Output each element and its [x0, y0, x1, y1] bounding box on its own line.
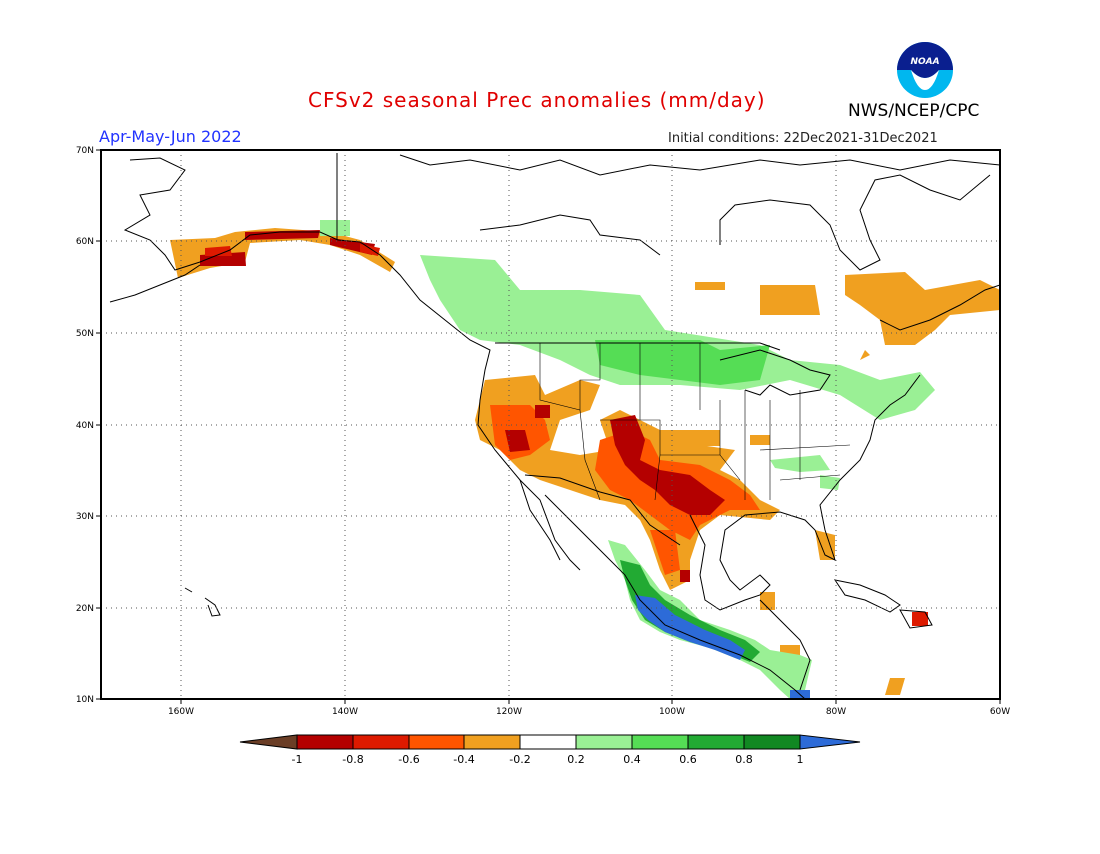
coast-labrador: [879, 284, 1000, 331]
legend-tick-label: 0.6: [679, 753, 697, 766]
anomaly-fields: [170, 220, 1000, 699]
coast-hudson: [719, 174, 991, 271]
coast-gulf: [689, 374, 921, 611]
legend-tick-label: 0.2: [567, 753, 585, 766]
anomaly-west-dry2: [490, 405, 760, 575]
lat-label: 60N: [76, 237, 94, 247]
coast-central-america: [759, 599, 811, 691]
legend-swatch-above: [799, 734, 861, 750]
coastlines: [109, 153, 1000, 699]
anomaly-caribbean-dry: [912, 612, 928, 626]
anomaly-alaska-verydry: [200, 230, 375, 266]
lon-label: 60W: [990, 707, 1010, 717]
coast-alaska: [123, 157, 339, 271]
coast-baja: [519, 479, 561, 561]
noaa-logo-text: NOAA: [910, 57, 939, 67]
anomaly-mexico-wet2: [620, 560, 760, 662]
legend-tick-label: 0.8: [735, 753, 753, 766]
anomaly-mexico-verywet: [635, 595, 810, 699]
map-title: CFSv2 seasonal Prec anomalies (mm/day): [308, 88, 766, 112]
coast-bc: [337, 239, 581, 571]
legend-tick-label: -0.4: [453, 753, 474, 766]
lat-label: 50N: [76, 329, 94, 339]
coast-arctic: [399, 154, 1000, 176]
lon-label: 140W: [332, 707, 358, 717]
legend-swatch: [743, 734, 801, 750]
lon-label: 80W: [826, 707, 846, 717]
lon-label: 100W: [659, 707, 685, 717]
season-label: Apr-May-Jun 2022: [99, 127, 242, 146]
legend-swatch: [519, 734, 577, 750]
legend-tick-label: -0.6: [398, 753, 419, 766]
legend-tick-label: 0.4: [623, 753, 641, 766]
border-us-mexico: [524, 474, 681, 546]
legend-swatch: [352, 734, 410, 750]
color-legend: [239, 734, 861, 750]
anomaly-southcentral-verydry: [505, 405, 725, 582]
legend-swatch: [575, 734, 633, 750]
lat-labels: 70N 60N 50N 40N 30N 20N 10N: [76, 146, 94, 705]
anomaly-alaska-dry2: [205, 244, 380, 256]
initial-conditions-label: Initial conditions: 22Dec2021-31Dec2021: [668, 131, 938, 146]
legend-labels: -1 -0.8 -0.6 -0.4 -0.2 0.2 0.4 0.6 0.8 1: [292, 753, 804, 766]
anomaly-texas-dry: [680, 430, 770, 446]
lon-label: 120W: [496, 707, 522, 717]
lat-label: 70N: [76, 146, 94, 156]
lat-label: 30N: [76, 512, 94, 522]
coast-mexico-west: [544, 494, 806, 699]
legend-tick-label: -0.8: [342, 753, 363, 766]
coast-arctic2: [479, 214, 661, 256]
border-us-canada: [495, 342, 781, 351]
anomaly-gulf-wet: [770, 455, 840, 490]
legend-swatch: [463, 734, 521, 750]
axis-ticks: [96, 149, 1001, 704]
legend-swatch: [408, 734, 465, 750]
coast-cuba: [833, 579, 901, 613]
legend-tick-label: -1: [292, 753, 303, 766]
legend-swatch-below: [239, 734, 298, 750]
anomaly-quebec-dry: [695, 272, 1000, 360]
coast-alaska-peninsula: [109, 264, 201, 303]
anomaly-florida-dry: [760, 530, 905, 695]
lon-labels: 160W 140W 120W 100W 80W 60W: [168, 707, 1010, 717]
legend-swatch: [631, 734, 689, 750]
lat-label: 10N: [76, 695, 94, 705]
legend-tick-label: -0.2: [509, 753, 530, 766]
lat-label: 40N: [76, 421, 94, 431]
legend-tick-label: 1: [797, 753, 804, 766]
legend-swatch: [296, 734, 354, 750]
state-borders: [539, 343, 851, 501]
coast-great-lakes: [719, 349, 831, 396]
coast-hawaii: [184, 587, 221, 617]
noaa-logo: NOAA: [895, 40, 955, 100]
anomaly-mexico-wet: [608, 540, 812, 699]
lon-label: 160W: [168, 707, 194, 717]
anomaly-canada-wet: [320, 220, 935, 420]
lat-label: 20N: [76, 604, 94, 614]
coast-hispaniola: [899, 609, 933, 629]
legend-swatch: [687, 734, 745, 750]
anomaly-plains-wet: [595, 340, 770, 385]
agency-label: NWS/NCEP/CPC: [848, 101, 980, 121]
